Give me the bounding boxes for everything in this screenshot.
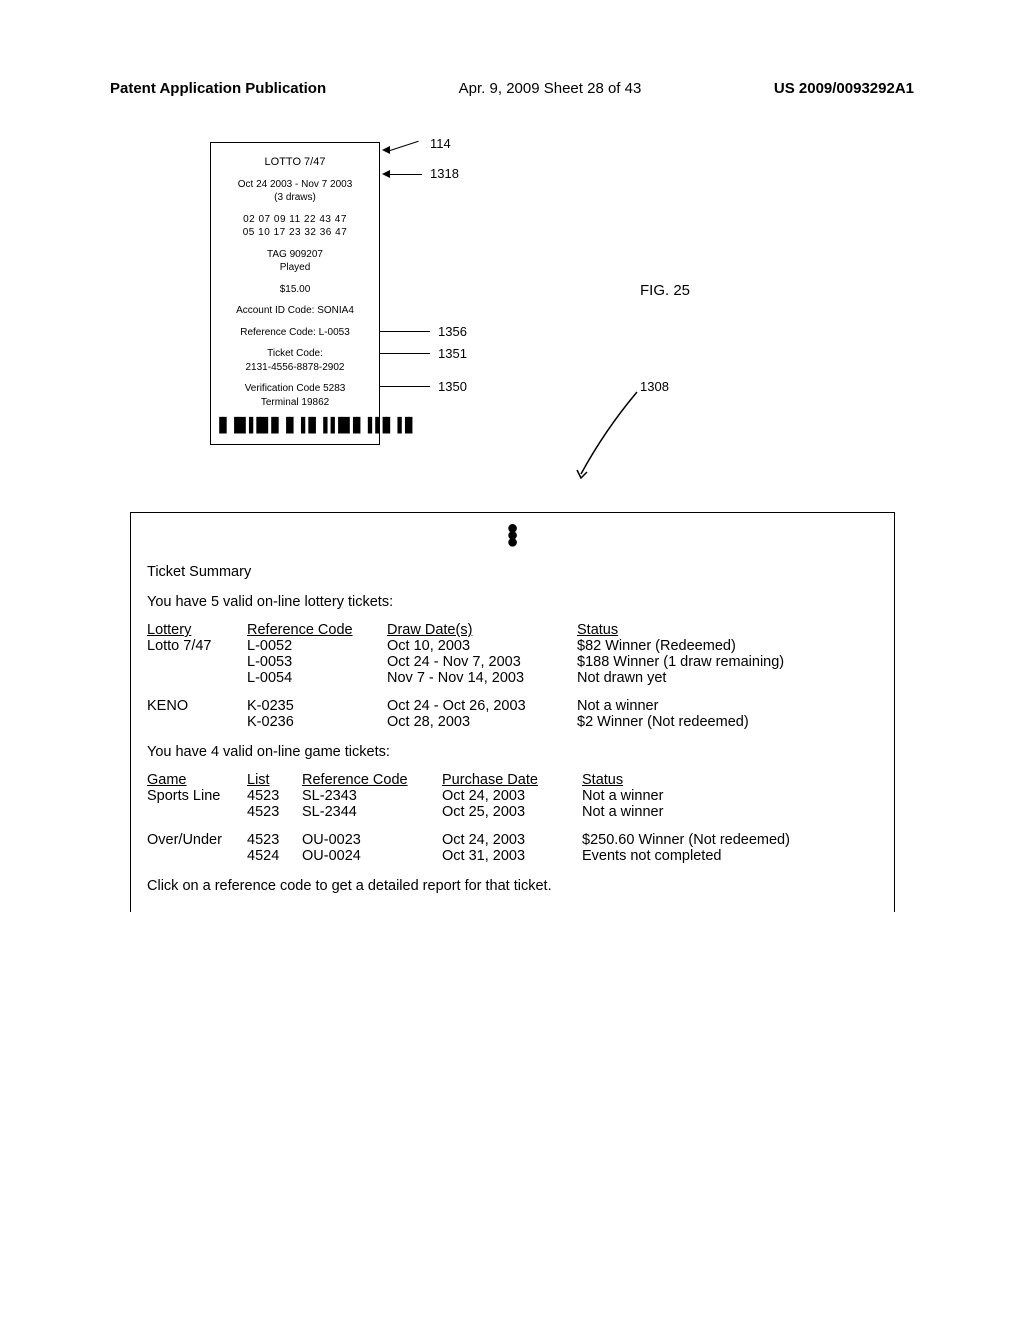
callout-1350: 1350: [438, 379, 467, 394]
lottery-ticket: LOTTO 7/47 Oct 24 2003 - Nov 7 2003 (3 d…: [210, 142, 380, 445]
table-row: L-0054 Nov 7 - Nov 14, 2003 Not drawn ye…: [147, 670, 878, 686]
curve-icon: [575, 390, 645, 480]
barcode-icon: ▐▌▐█▐▐█▐▌▐▌▐▐▌▐▐▐█▐▌▐▐▐▌▐▐▌: [215, 417, 375, 436]
table-row: KENO K-0235 Oct 24 - Oct 26, 2003 Not a …: [147, 698, 878, 714]
ticket-reference: Reference Code: L-0053: [215, 326, 375, 340]
table-row: L-0053 Oct 24 - Nov 7, 2003 $188 Winner …: [147, 654, 878, 670]
ticket-title: LOTTO 7/47: [215, 155, 375, 170]
ticket-verification: Verification Code 5283 Terminal 19862: [215, 382, 375, 409]
lottery-header-dates: Draw Date(s): [387, 622, 577, 638]
reference-code-link[interactable]: K-0236: [247, 714, 387, 730]
reference-code-link[interactable]: OU-0023: [302, 832, 442, 848]
ticket-dates: Oct 24 2003 - Nov 7 2003 (3 draws): [215, 178, 375, 205]
header-right: US 2009/0093292A1: [774, 80, 914, 97]
callout-114: 114: [430, 136, 451, 151]
game-intro: You have 4 valid on-line game tickets:: [147, 744, 878, 760]
ticket-numbers: 02 07 09 11 22 43 47 05 10 17 23 32 36 4…: [215, 213, 375, 240]
reference-code-link[interactable]: K-0235: [247, 698, 387, 714]
figure-25: LOTTO 7/47 Oct 24 2003 - Nov 7 2003 (3 d…: [110, 142, 914, 502]
table-row: Lotto 7/47 L-0052 Oct 10, 2003 $82 Winne…: [147, 638, 878, 654]
summary-title: Ticket Summary: [147, 564, 878, 580]
reference-code-link[interactable]: SL-2343: [302, 788, 442, 804]
reference-code-link[interactable]: SL-2344: [302, 804, 442, 820]
reference-code-link[interactable]: L-0053: [247, 654, 387, 670]
page-header: Patent Application Publication Apr. 9, 2…: [110, 80, 914, 97]
game-header-game: Game: [147, 772, 247, 788]
lottery-header-refcode: Reference Code: [247, 622, 387, 638]
table-row: 4523 SL-2344 Oct 25, 2003 Not a winner: [147, 804, 878, 820]
reference-code-link[interactable]: OU-0024: [302, 848, 442, 864]
game-header-list: List: [247, 772, 302, 788]
ticket-summary-panel: ●●● Ticket Summary You have 5 valid on-l…: [130, 512, 895, 912]
callout-1351: 1351: [438, 346, 467, 361]
lottery-header-status: Status: [577, 622, 878, 638]
ellipsis-icon: ●●●: [147, 525, 878, 546]
table-row: K-0236 Oct 28, 2003 $2 Winner (Not redee…: [147, 714, 878, 730]
figure-label: FIG. 25: [640, 282, 690, 299]
ticket-amount: $15.00: [215, 283, 375, 297]
game-table: Game List Reference Code Purchase Date S…: [147, 772, 878, 864]
lottery-header-lottery: Lottery: [147, 622, 247, 638]
ticket-code: Ticket Code: 2131-4556-8878-2902: [215, 347, 375, 374]
reference-code-link[interactable]: L-0054: [247, 670, 387, 686]
lottery-table: Lottery Reference Code Draw Date(s) Stat…: [147, 622, 878, 730]
game-header-refcode: Reference Code: [302, 772, 442, 788]
arrow-icon: [382, 146, 390, 154]
callout-1356: 1356: [438, 324, 467, 339]
table-row: Sports Line 4523 SL-2343 Oct 24, 2003 No…: [147, 788, 878, 804]
lottery-intro: You have 5 valid on-line lottery tickets…: [147, 594, 878, 610]
table-row: 4524 OU-0024 Oct 31, 2003 Events not com…: [147, 848, 878, 864]
table-row: Over/Under 4523 OU-0023 Oct 24, 2003 $25…: [147, 832, 878, 848]
ticket-tag: TAG 909207 Played: [215, 248, 375, 275]
arrow-icon: [382, 170, 390, 178]
ticket-account-id: Account ID Code: SONIA4: [215, 304, 375, 318]
header-left: Patent Application Publication: [110, 80, 326, 97]
game-header-date: Purchase Date: [442, 772, 582, 788]
header-center: Apr. 9, 2009 Sheet 28 of 43: [459, 80, 642, 97]
reference-code-link[interactable]: L-0052: [247, 638, 387, 654]
callout-1318: 1318: [430, 166, 459, 181]
game-header-status: Status: [582, 772, 878, 788]
summary-footer-note: Click on a reference code to get a detai…: [147, 878, 878, 894]
